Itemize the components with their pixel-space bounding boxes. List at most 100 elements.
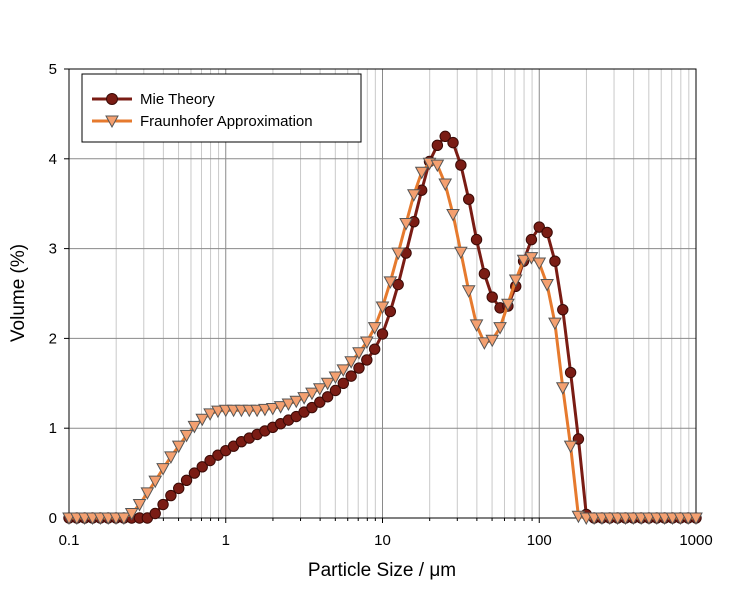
data-point [563,440,578,454]
data-point [414,166,429,180]
data-point [478,268,491,280]
data-point [156,463,170,476]
y-tick-label: 3 [49,241,57,258]
data-point [173,482,185,495]
data-point [557,303,569,316]
x-tick-label: 0.1 [59,532,80,549]
legend-label-mie: Mie Theory [140,91,215,108]
data-point [470,233,483,246]
y-tick-label: 0 [49,510,57,527]
data-point [328,371,343,385]
data-point [392,278,404,291]
data-point [375,301,390,315]
data-point [337,377,350,389]
data-point [179,429,194,443]
data-point [532,257,547,271]
data-point [493,322,507,335]
data-point [329,384,342,397]
data-point [540,279,554,292]
data-point [399,217,413,231]
data-point [148,475,163,489]
data-point [188,467,201,479]
data-point [312,383,327,396]
x-tick-label: 1000 [679,532,712,549]
data-point [461,285,476,298]
x-tick-label: 10 [374,532,391,549]
data-point [455,159,467,171]
data-point [345,370,357,382]
data-point [124,508,139,521]
data-point [320,377,335,391]
data-point [297,392,311,405]
data-point [516,254,531,268]
data-point [187,420,202,434]
data-point [376,328,389,340]
y-axis-label: Volume (%) [8,244,29,342]
data-point [689,512,703,526]
data-point [384,305,397,318]
data-point [273,401,288,414]
data-point [180,474,193,486]
data-point [368,343,381,355]
data-point [407,189,421,202]
data-point [501,298,515,312]
data-point [430,159,445,173]
data-point [383,276,398,289]
data-point [463,193,475,205]
data-point [533,221,545,233]
x-axis-label: Particle Size / μm [308,560,456,581]
data-point [352,347,366,360]
data-point [508,274,523,288]
data-point [314,396,326,408]
series-layer [62,130,703,526]
data-point [438,178,453,191]
data-point [140,487,155,500]
data-point [117,512,131,526]
y-tick-label: 4 [49,151,57,168]
legend-box [81,73,362,143]
data-point [171,440,186,454]
data-point [469,319,484,332]
data-point [196,461,208,473]
data-point [367,322,382,335]
grid [68,68,697,519]
data-point [439,130,451,143]
legend: Mie Theory Fraunhofer Approximation [81,73,362,143]
legend-marker-fraunhofer [105,115,119,129]
data-point [555,382,570,395]
y-tick-label: 2 [49,330,57,347]
data-point [447,136,459,149]
data-point [485,334,500,348]
data-point [289,395,304,409]
data-point [549,255,561,267]
legend-label-fraunhofer: Fraunhofer Approximation [140,113,313,130]
series-fraunhofer-approximation [62,157,703,526]
data-point [165,489,177,502]
data-point [195,413,210,427]
data-point [454,246,468,260]
data-point [281,398,296,411]
data-point [486,291,498,303]
y-tick-label: 5 [49,61,57,78]
data-point [250,404,264,418]
data-point [541,226,553,239]
data-point [211,405,225,419]
data-point [164,451,178,464]
data-point [361,354,373,366]
data-point [305,387,319,401]
y-tick-label: 1 [49,420,57,437]
data-point [306,401,318,414]
data-point [344,356,358,369]
data-point [564,366,577,379]
data-point [132,499,147,512]
data-point [353,362,365,374]
data-point [258,403,272,417]
x-tick-label: 1 [222,532,230,549]
legend-marker-mie [106,93,118,105]
data-point [157,498,169,511]
tick-marks: 0.1 1 10 100 1000 0 1 2 3 4 5 [49,61,713,549]
data-point [203,408,217,421]
data-point [391,247,406,261]
data-point [548,317,562,331]
